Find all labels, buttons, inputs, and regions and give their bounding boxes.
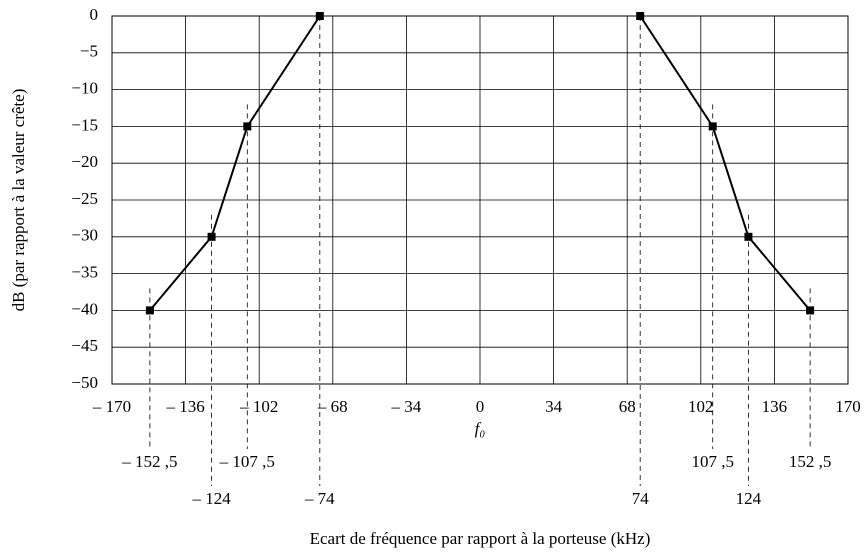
x-tick-label: – 136 (165, 397, 204, 416)
y-tick-label: −35 (71, 263, 98, 282)
y-tick-label: −40 (71, 299, 98, 318)
x-value-label: – 152 ,5 (121, 452, 177, 471)
y-tick-label: −30 (71, 226, 98, 245)
x-tick-label: 102 (688, 397, 714, 416)
marker (243, 122, 252, 131)
x-value-label: 124 (736, 489, 762, 508)
x-tick-label: – 102 (239, 397, 278, 416)
marker (744, 232, 753, 241)
plot-frame (111, 15, 849, 385)
annotation: f₀ (475, 419, 486, 438)
y-tick-label: −50 (71, 373, 98, 392)
y-tick-label: 0 (90, 5, 99, 24)
x-tick-label: – 34 (391, 397, 422, 416)
marker (636, 12, 645, 20)
x-tick-label: – 170 (92, 397, 131, 416)
x-tick-label: 170 (835, 397, 861, 416)
marker (207, 232, 216, 241)
y-axis-title: dB (par rapport à la valeur crête) (9, 89, 28, 312)
x-value-label: – 74 (304, 489, 335, 508)
line (149, 15, 321, 312)
y-tick-label: −5 (80, 42, 98, 61)
x-value-label: – 124 (191, 489, 231, 508)
x-value-label: 74 (632, 489, 650, 508)
marker (315, 12, 324, 20)
y-tick-label: −20 (71, 152, 98, 171)
y-tick-label: −25 (71, 189, 98, 208)
marker (145, 306, 154, 315)
x-tick-label: 136 (762, 397, 788, 416)
x-value-label: – 107 ,5 (219, 452, 275, 471)
x-tick-label: 0 (476, 397, 485, 416)
x-axis-title: Ecart de fréquence par rapport à la port… (310, 529, 651, 548)
y-tick-label: −15 (71, 115, 98, 134)
y-tick-label: −45 (71, 336, 98, 355)
x-value-label: 107 ,5 (691, 452, 734, 471)
x-value-label: 152 ,5 (789, 452, 832, 471)
line (639, 15, 811, 312)
x-tick-label: – 68 (317, 397, 348, 416)
x-tick-label: 34 (545, 397, 563, 416)
x-tick-label: 68 (619, 397, 636, 416)
y-tick-label: −10 (71, 79, 98, 98)
marker (806, 306, 815, 315)
marker (708, 122, 717, 131)
